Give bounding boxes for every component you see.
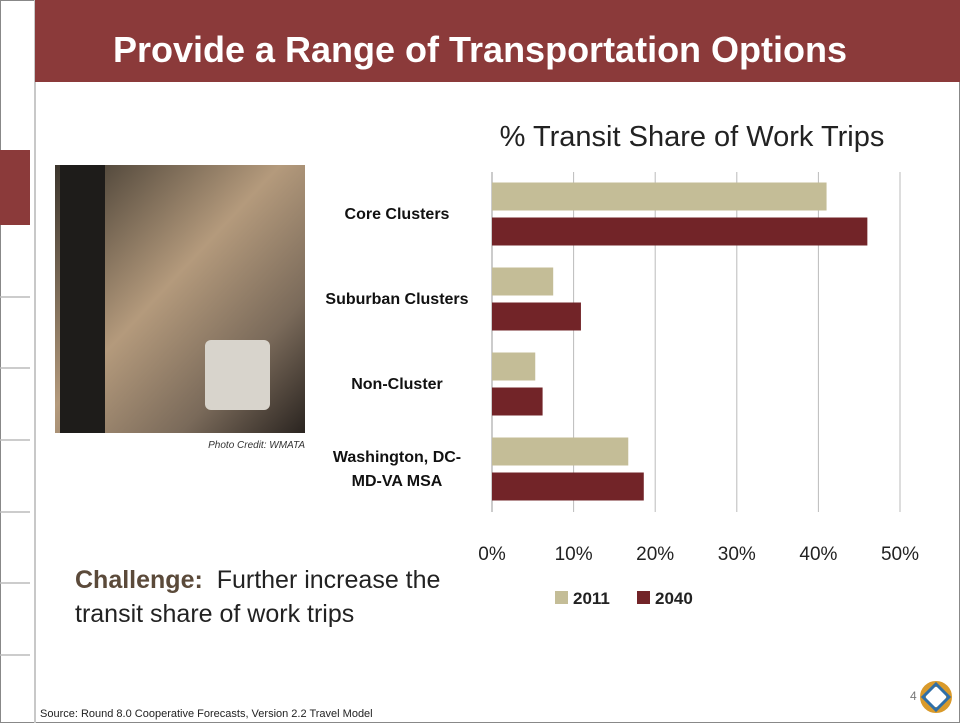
logo [920,681,952,713]
slide-title: Provide a Range of Transportation Option… [113,29,847,70]
bar [492,387,543,416]
legend-swatch [637,591,650,604]
x-tick-label: 30% [718,544,756,565]
legend-swatch [555,591,568,604]
x-tick-label: 50% [881,544,919,565]
bar [492,352,536,381]
sidebar-ticks [0,296,30,656]
sidebar-block [0,150,30,225]
bar [492,472,644,501]
legend-label: 2040 [655,589,693,608]
x-tick-label: 20% [636,544,674,565]
photo-train [205,340,270,410]
photo-pillar [60,165,105,433]
chart-title: % Transit Share of Work Trips [500,121,885,153]
y-tick-label: Washington, DC-MD-VA MSA [332,448,462,490]
logo-inner [920,681,952,713]
y-tick-label: Core Clusters [344,205,450,223]
x-tick-label: 40% [799,544,837,565]
title-bar [35,0,960,82]
x-tick-label: 10% [555,544,593,565]
source-note: Source: Round 8.0 Cooperative Forecasts,… [40,708,373,720]
photo-credit: Photo Credit: WMATA [208,440,305,451]
legend-label: 2011 [573,589,610,608]
bar [492,267,554,296]
challenge-label: Challenge: [75,566,203,594]
challenge-text: Further increase the transit share of wo… [75,566,441,628]
challenge: Challenge: Further increase the transit … [75,563,475,631]
y-tick-label: Non-Cluster [351,375,443,393]
bar [492,217,868,246]
bar [492,437,629,466]
bar [492,302,581,331]
bar [492,182,827,211]
page-number: 4 [910,689,917,703]
y-tick-label: Suburban Clusters [325,290,469,308]
x-tick-label: 0% [478,544,506,565]
